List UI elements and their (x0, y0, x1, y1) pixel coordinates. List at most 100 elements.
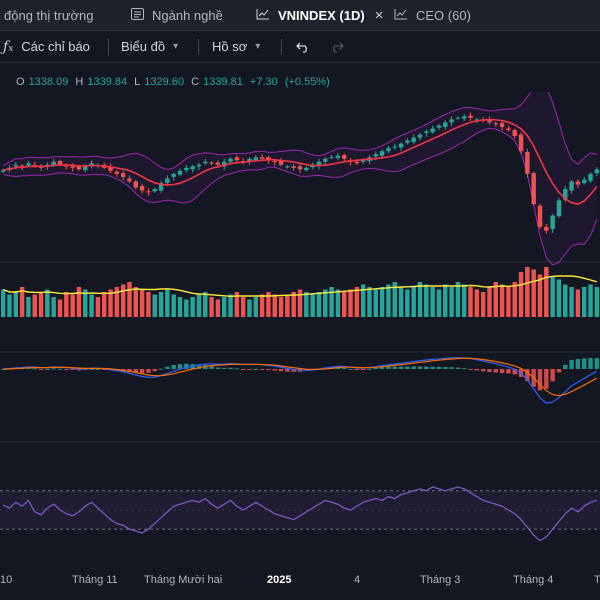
macd-histogram-bar (499, 369, 505, 374)
macd-histogram-bar (222, 367, 227, 369)
candle (392, 146, 397, 148)
macd-histogram-bar (506, 369, 511, 374)
candle (588, 173, 593, 181)
volume-bar (209, 297, 214, 317)
macd-histogram-bar (582, 358, 587, 369)
indicators-button[interactable]: ƒx Các chỉ báo (3, 31, 90, 62)
candle (474, 119, 480, 121)
macd-histogram-bar (367, 368, 372, 370)
volume-bar (575, 289, 581, 317)
candle (228, 158, 233, 162)
candle (575, 181, 581, 185)
candle (487, 119, 492, 123)
candle (499, 123, 505, 127)
volume-bar (127, 282, 132, 317)
redo-button[interactable] (330, 31, 344, 62)
candle (594, 169, 600, 174)
toolbar-divider (108, 39, 109, 55)
tab-ceo[interactable]: CEO (60) (394, 0, 471, 30)
macd-histogram-bar (139, 369, 145, 374)
volume-bar (266, 292, 271, 317)
macd-histogram-bar (64, 369, 69, 370)
undo-button[interactable] (296, 31, 310, 62)
volume-bar (76, 287, 82, 317)
candle (0, 170, 6, 172)
macd-histogram-bar (588, 357, 593, 369)
macd-histogram-bar (272, 369, 277, 371)
volume-bar (146, 292, 151, 317)
volume-bar (215, 299, 221, 317)
macd-histogram-bar (417, 366, 423, 369)
volume-bar (594, 287, 600, 317)
high-value: 1339.84 (87, 76, 128, 88)
candle (146, 191, 151, 193)
candle (436, 125, 442, 128)
tab-vnindex[interactable]: VNINDEX (1D) × (256, 0, 383, 30)
volume-bar (480, 292, 486, 317)
volume-bar (114, 287, 120, 317)
candle (537, 205, 543, 227)
chart-icon (394, 8, 408, 23)
volume-bar (506, 287, 511, 317)
macd-histogram-bar (278, 369, 284, 372)
profile-button[interactable]: Hồ sơ ▾ (212, 31, 260, 62)
chart-type-button[interactable]: Biểu đồ ▾ (121, 31, 178, 62)
bollinger-upper (2, 92, 597, 171)
volume-bar (234, 292, 240, 317)
volume-bar (468, 287, 473, 317)
candle (64, 165, 69, 167)
candle (51, 161, 56, 166)
volume-bar (462, 284, 467, 317)
macd-histogram-bar (487, 369, 492, 373)
candle (253, 157, 258, 161)
volume-bar (430, 287, 435, 317)
high-key: H (75, 76, 84, 88)
toolbar-divider (281, 39, 282, 55)
volume-bar (310, 294, 315, 317)
volume-bar (247, 299, 252, 317)
candle (190, 166, 195, 170)
candle (291, 166, 296, 168)
volume-bar (278, 297, 284, 317)
macd-histogram-bar (563, 364, 568, 369)
candle (493, 123, 498, 125)
macd-histogram-bar (70, 369, 75, 370)
candle (165, 178, 170, 183)
tab-market-activity[interactable]: động thị trường (4, 0, 94, 30)
macd-histogram-bar (146, 369, 151, 373)
macd-histogram-bar (0, 369, 6, 370)
macd-histogram-bar (203, 365, 208, 369)
macd-histogram-bar (102, 369, 107, 370)
volume-bar (436, 289, 442, 317)
volume-bar (228, 294, 233, 317)
volume-bar (342, 292, 347, 317)
volume-bar (26, 297, 31, 317)
volume-bar (329, 287, 334, 317)
macd-histogram-bar (57, 368, 63, 370)
close-icon[interactable]: × (374, 6, 384, 24)
volume-bar (259, 294, 265, 317)
volume-bar (392, 282, 397, 317)
price-chart[interactable] (0, 92, 600, 572)
candle (335, 155, 341, 158)
volume-bar (398, 287, 404, 317)
macd-histogram-bar (537, 369, 543, 391)
macd-histogram-bar (398, 366, 404, 369)
candle (177, 170, 183, 175)
macd-histogram-bar (373, 368, 378, 370)
volume-bar (95, 297, 101, 317)
candle (272, 161, 277, 163)
candle (462, 116, 467, 119)
candle (582, 179, 587, 183)
candle (342, 154, 347, 159)
volume-bar (499, 284, 505, 317)
candle (417, 134, 423, 138)
tab-industry[interactable]: Ngành nghề (131, 0, 223, 30)
candle (108, 166, 113, 171)
macd-histogram-bar (38, 369, 44, 370)
macd-histogram-bar (443, 367, 448, 369)
macd-histogram-bar (556, 369, 562, 373)
macd-histogram-bar (234, 368, 240, 370)
candle (360, 160, 366, 162)
volume-bar (203, 292, 208, 317)
